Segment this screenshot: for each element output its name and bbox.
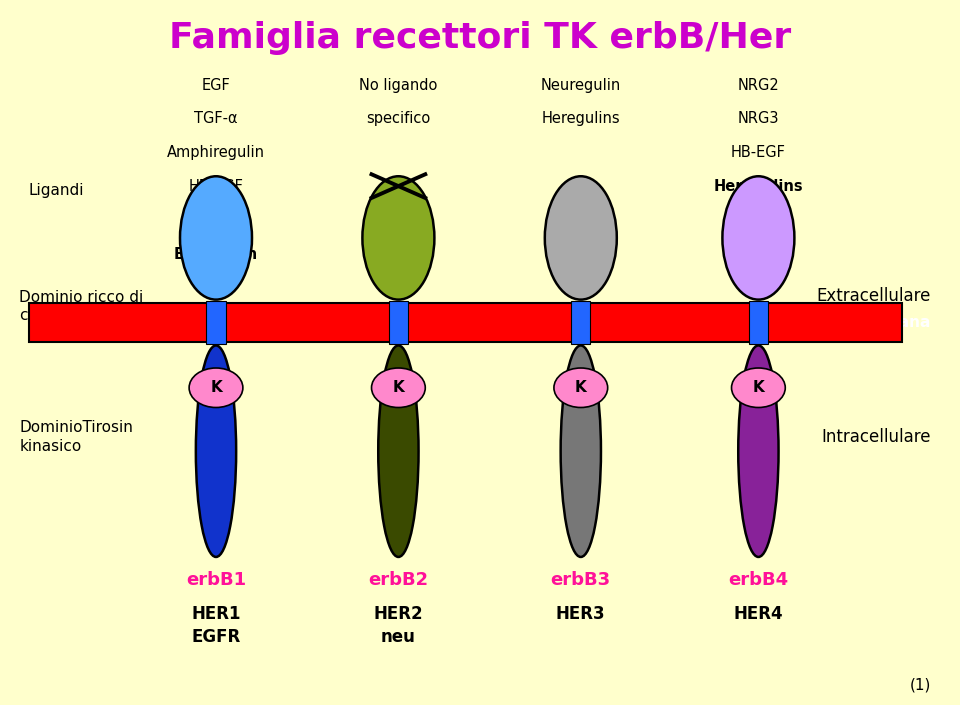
Bar [571, 301, 590, 344]
Text: erbB1: erbB1 [186, 571, 246, 589]
Ellipse shape [378, 345, 419, 557]
Text: HB-EGF: HB-EGF [731, 145, 786, 160]
Text: Famiglia recettori TK erbB/Her: Famiglia recettori TK erbB/Her [169, 21, 791, 55]
Text: (1): (1) [910, 678, 931, 692]
Text: K: K [210, 380, 222, 396]
Ellipse shape [544, 176, 616, 300]
Bar [206, 301, 226, 344]
Text: HB-EGF: HB-EGF [188, 179, 244, 194]
Text: Membrana: Membrana [840, 315, 931, 330]
Text: NRG2: NRG2 [737, 78, 780, 92]
Text: erbB3: erbB3 [551, 571, 611, 589]
Text: β-cellulin: β-cellulin [182, 213, 250, 228]
Text: HER2
neu: HER2 neu [373, 605, 423, 646]
Text: K: K [393, 380, 404, 396]
Text: TGF-α: TGF-α [194, 111, 238, 126]
Text: NRG3: NRG3 [737, 111, 780, 126]
Text: Epiregulin: Epiregulin [174, 247, 258, 262]
Ellipse shape [362, 176, 434, 300]
Text: K: K [575, 380, 587, 396]
Circle shape [189, 368, 243, 407]
Text: Dominio ricco di
cisteine: Dominio ricco di cisteine [19, 290, 143, 324]
Text: No ligando: No ligando [359, 78, 438, 92]
Ellipse shape [180, 176, 252, 300]
Circle shape [732, 368, 785, 407]
Ellipse shape [561, 345, 601, 557]
Text: erbB4: erbB4 [729, 571, 788, 589]
Text: HER1
EGFR: HER1 EGFR [191, 605, 241, 646]
Bar [389, 301, 408, 344]
Circle shape [372, 368, 425, 407]
Text: Heregulins: Heregulins [713, 179, 804, 194]
Bar [29, 303, 902, 342]
Text: β-cellulin: β-cellulin [725, 247, 792, 262]
Text: HER3: HER3 [556, 605, 606, 623]
Text: Intracellulare: Intracellulare [822, 428, 931, 446]
Text: DominioTirosin
kinasico: DominioTirosin kinasico [19, 420, 133, 454]
Text: erbB2: erbB2 [369, 571, 428, 589]
Text: Extracellulare: Extracellulare [817, 287, 931, 305]
Text: specifico: specifico [367, 111, 430, 126]
Text: Amphiregulin: Amphiregulin [167, 145, 265, 160]
Circle shape [554, 368, 608, 407]
Ellipse shape [723, 176, 795, 300]
Text: HB-EGF: HB-EGF [731, 213, 786, 228]
Text: K: K [753, 380, 764, 396]
Text: EGF: EGF [202, 78, 230, 92]
Text: Heregulins: Heregulins [541, 111, 620, 126]
Ellipse shape [738, 345, 779, 557]
Ellipse shape [196, 345, 236, 557]
Bar [749, 301, 768, 344]
Text: Ligandi: Ligandi [29, 183, 84, 198]
Text: Neuregulin: Neuregulin [540, 78, 621, 92]
Text: HER4: HER4 [733, 605, 783, 623]
